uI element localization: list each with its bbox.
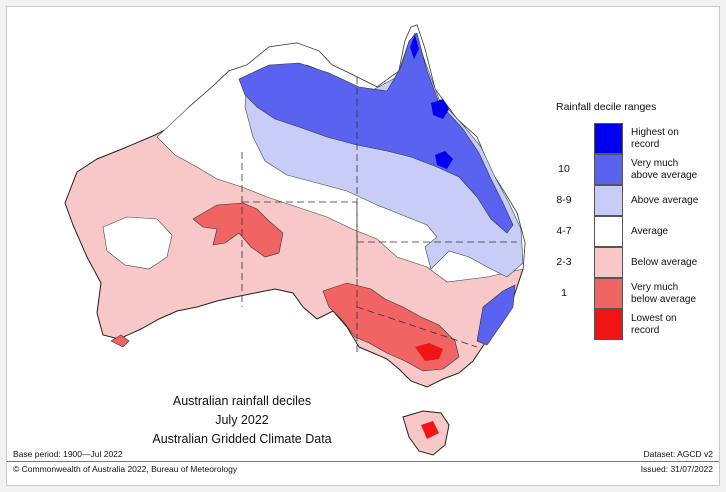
legend-decile: 10: [558, 163, 570, 175]
legend-row-average: 4-7 Average: [547, 216, 717, 247]
lowest-on-record-tasmania: [421, 421, 439, 439]
map-title-line-3: Australian Gridded Climate Data: [152, 432, 332, 446]
legend-row-above: 8-9 Above average: [547, 185, 717, 216]
map-title-line-2: July 2022: [215, 413, 269, 427]
lowest-on-record-victoria: [415, 343, 443, 361]
highest-on-record-qld-north: [431, 99, 449, 119]
footer-divider: [7, 461, 719, 462]
dataset-label: Dataset: AGCD v2: [643, 449, 713, 459]
copyright: © Commonwealth of Australia 2022, Bureau…: [13, 464, 238, 474]
legend-decile: 8-9: [556, 194, 572, 206]
legend-swatch: [594, 309, 623, 340]
legend-swatch: [594, 247, 623, 278]
legend-label: Very much above average: [631, 158, 698, 181]
legend-label: Very much below average: [631, 282, 697, 305]
legend-swatch: [594, 154, 623, 185]
legend-row-lowest: Lowest on record: [547, 309, 717, 340]
highest-on-record-qld-central: [435, 151, 453, 169]
east-coast-above-average: [476, 284, 516, 346]
very-much-below-average-centre: [192, 202, 284, 258]
legend-label: Lowest on record: [631, 313, 677, 336]
legend-swatch: [594, 185, 623, 216]
issued-date: Issued: 31/07/2022: [640, 464, 713, 474]
legend-row-highest: Highest on record: [547, 123, 717, 154]
map-title-line-1: Australian rainfall deciles: [172, 394, 312, 408]
average-region-wa: [102, 216, 173, 270]
very-much-above-average-region: [238, 32, 514, 234]
base-period: Base period: 1900—Jul 2022: [13, 449, 123, 459]
legend-swatch: [594, 216, 623, 247]
very-much-below-average-sw-wa: [110, 334, 130, 348]
legend-label: Highest on record: [631, 127, 679, 150]
legend-row-very-much-above: 10 Very much above average: [547, 154, 717, 185]
legend-swatch: [594, 278, 623, 309]
legend-row-very-much-below: 1 Very much below average: [547, 278, 717, 309]
legend-decile: 4-7: [556, 225, 572, 237]
legend-label: Average: [631, 226, 669, 237]
legend-row-below: 2-3 Below average: [547, 247, 717, 278]
legend-swatch: [594, 123, 623, 154]
map-frame: Australian rainfall deciles July 2022 Au…: [6, 6, 720, 486]
rainfall-decile-map: [64, 24, 526, 456]
legend-label: Above average: [631, 195, 699, 206]
legend-title: Rainfall decile ranges: [556, 101, 657, 113]
legend-decile: 2-3: [556, 256, 572, 268]
state-borders: [241, 77, 517, 352]
legend-decile: 1: [561, 287, 567, 299]
highest-on-record-cape: [410, 35, 419, 59]
legend-label: Below average: [631, 257, 698, 268]
